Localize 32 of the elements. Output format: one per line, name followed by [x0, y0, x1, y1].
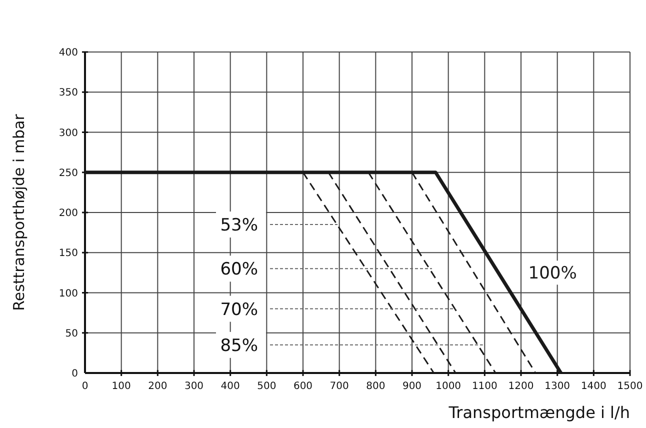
x-tick-label: 800: [366, 381, 386, 392]
x-tick-label: 200: [148, 381, 168, 392]
x-tick-label: 0: [82, 381, 88, 392]
y-tick-label: 250: [58, 168, 78, 179]
x-tick-label: 700: [330, 381, 349, 392]
y-axis-title: Resttransporthøjde i mbar: [10, 113, 28, 311]
x-tick-label: 400: [220, 381, 240, 392]
y-tick-label: 300: [58, 128, 78, 139]
annotation: 85%: [220, 336, 258, 356]
x-tick-label: 600: [293, 381, 313, 392]
y-tick-label: 350: [58, 88, 78, 99]
x-tick-label: 300: [184, 381, 204, 392]
series-label: 100%: [528, 264, 577, 284]
x-tick-label: 900: [402, 381, 422, 392]
y-tick-label: 0: [72, 368, 78, 380]
x-tick-label: 500: [257, 381, 276, 392]
y-tick-label: 150: [58, 248, 78, 260]
x-tick-label: 1300: [544, 381, 570, 392]
x-tick-label: 1200: [508, 381, 534, 392]
x-tick-label: 1100: [472, 381, 498, 392]
x-tick-label: 100: [112, 381, 131, 392]
x-tick-label: 1000: [436, 381, 462, 392]
annotation: 70%: [220, 300, 258, 320]
annotation: 53%: [220, 216, 258, 236]
x-tick-label: 1400: [580, 381, 606, 392]
y-tick-label: 50: [65, 328, 78, 340]
y-tick-label: 200: [58, 208, 78, 219]
x-axis-title: Transportmængde i l/h: [448, 403, 630, 422]
annotation: 60%: [220, 260, 258, 280]
x-tick-label: 1500: [617, 381, 643, 392]
y-tick-label: 400: [58, 48, 78, 58]
y-tick-label: 100: [58, 288, 78, 300]
